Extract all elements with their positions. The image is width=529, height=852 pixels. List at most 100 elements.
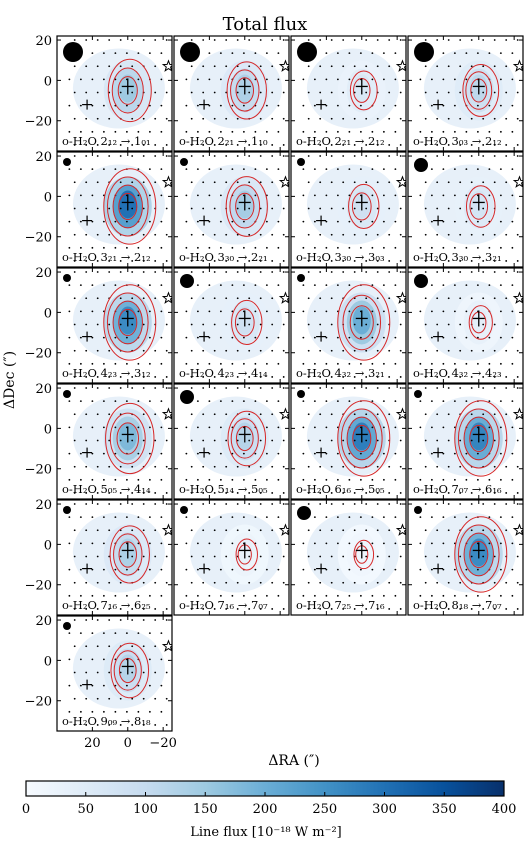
spaxel-dot: [96, 376, 99, 378]
spaxel-dot: [470, 608, 473, 610]
spaxel-dot: [73, 503, 76, 505]
spaxel-dot: [493, 323, 496, 326]
spaxel-dot: [430, 478, 433, 481]
y-tick-label: 20: [35, 498, 52, 513]
spaxel-dot: [277, 362, 280, 365]
spaxel-dot: [319, 144, 322, 146]
spaxel-dot: [353, 376, 356, 378]
spaxel-dot: [73, 39, 76, 41]
star-marker: [395, 407, 406, 420]
spaxel-dot: [499, 336, 502, 339]
spaxel-dot: [313, 220, 316, 223]
spaxel-dot: [196, 452, 199, 455]
spaxel-dot: [79, 632, 82, 635]
panel-map: [57, 152, 172, 267]
spaxel-dot: [430, 400, 433, 403]
spaxel-dot: [482, 181, 485, 184]
spaxel-dot: [137, 426, 140, 429]
spaxel-dot: [359, 478, 362, 481]
spaxel-dot: [190, 39, 193, 41]
spaxel-dot: [196, 220, 199, 223]
spaxel-dot: [516, 271, 519, 273]
spaxel-dot: [382, 400, 385, 403]
spaxel-dot: [73, 260, 76, 262]
spaxel-dot: [342, 144, 345, 146]
contour-1: [348, 183, 380, 230]
spaxel-dot: [248, 492, 251, 494]
spaxel-dot: [348, 516, 351, 519]
spaxel-dot: [68, 516, 71, 519]
spaxel-dot: [119, 65, 122, 68]
spaxel-dot: [265, 516, 268, 519]
spaxel-dot: [388, 503, 391, 505]
panel-16: o-H₂O 7₀₇ → 6₁₆: [407, 383, 524, 500]
spaxel-dot: [202, 155, 205, 157]
colorbar-tick-label: 100: [133, 802, 158, 817]
spaxel-dot: [482, 608, 485, 610]
spaxel-dot: [219, 104, 222, 107]
spaxel-dot: [208, 426, 211, 429]
spaxel-dot: [394, 284, 397, 287]
spaxel-dot: [365, 181, 368, 184]
spaxel-dot: [302, 400, 305, 403]
spaxel-dot: [336, 78, 339, 81]
spaxel-dot: [493, 39, 496, 41]
spaxel-dot: [271, 39, 274, 41]
spaxel-dot: [459, 207, 462, 210]
spaxel-dot: [131, 555, 134, 558]
spaxel-dot: [119, 439, 122, 442]
spaxel-dot: [376, 207, 379, 210]
spaxel-dot: [213, 439, 216, 442]
spaxel-dot: [125, 516, 128, 519]
spaxel-dot: [493, 376, 496, 378]
spaxel-dot: [202, 529, 205, 532]
spaxel-dot: [108, 323, 111, 326]
spaxel-dot: [465, 336, 468, 339]
spaxel-dot: [213, 503, 216, 505]
panel-2: o-H₂O 2₂₁ → 1₁₀: [173, 35, 290, 152]
spaxel-dot: [185, 516, 188, 519]
spaxel-dot: [342, 376, 345, 378]
spaxel-dot: [307, 65, 310, 68]
spaxel-dot: [470, 376, 473, 378]
spaxel-dot: [453, 336, 456, 339]
spaxel-dot: [302, 130, 305, 133]
spaxel-dot: [108, 144, 111, 146]
spaxel-dot: [388, 233, 391, 236]
spaxel-dot: [68, 310, 71, 313]
spaxel-dot: [85, 181, 88, 184]
star-marker: [161, 175, 172, 188]
spaxel-dot: [114, 426, 117, 429]
spaxel-dot: [371, 246, 374, 249]
spaxel-dot: [96, 671, 99, 674]
spaxel-dot: [424, 207, 427, 210]
spaxel-dot: [430, 568, 433, 571]
spaxel-dot: [282, 233, 285, 236]
spaxel-dot: [85, 581, 88, 584]
spaxel-dot: [213, 181, 216, 184]
spaxel-dot: [219, 568, 222, 571]
spaxel-dot: [325, 52, 328, 55]
colorbar-tick-label: 50: [77, 802, 94, 817]
spaxel-dot: [442, 478, 445, 481]
spaxel-dot: [488, 542, 491, 545]
spaxel-dot: [154, 65, 157, 68]
spaxel-dot: [142, 697, 145, 700]
contour-1: [109, 525, 150, 584]
panel-frame: [173, 35, 290, 152]
spaxel-dot: [436, 144, 439, 146]
spaxel-dot: [465, 284, 468, 287]
spaxel-dot: [382, 284, 385, 287]
spaxel-dot: [79, 710, 82, 713]
spaxel-dot: [73, 619, 76, 621]
spaxel-dot: [376, 439, 379, 442]
spaxel-dot: [148, 710, 151, 713]
contour-1: [226, 61, 267, 120]
panel-frame: [56, 267, 173, 384]
spaxel-dot: [185, 168, 188, 171]
y-tick-label: −20: [25, 695, 52, 710]
spaxel-dot: [353, 155, 356, 157]
spaxel-dot: [202, 323, 205, 326]
star-marker: [512, 175, 523, 188]
spaxel-dot: [282, 117, 285, 120]
